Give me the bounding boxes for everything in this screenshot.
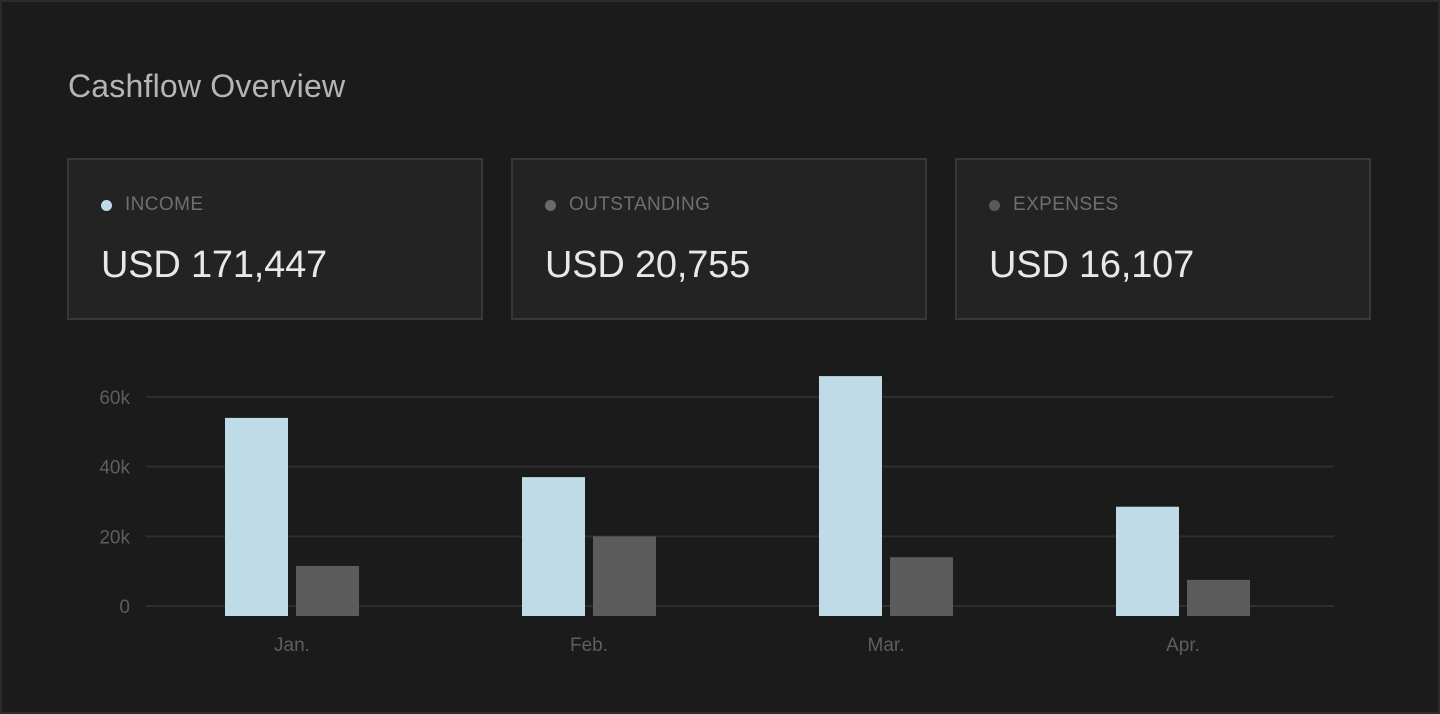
outstanding-card: OUTSTANDING USD 20,755 xyxy=(511,158,927,320)
expenses-dot-icon xyxy=(989,199,1000,211)
cashflow-bar-chart: 0 20k 40k 60k Jan. Feb. Mar. Apr. xyxy=(99,376,1334,656)
expenses-label-text: EXPENSES xyxy=(1013,194,1119,215)
bar xyxy=(1116,506,1179,616)
income-label-text: INCOME xyxy=(125,194,204,215)
bar xyxy=(819,376,882,616)
bar xyxy=(890,557,953,616)
outstanding-value: USD 20,755 xyxy=(545,244,751,286)
bar xyxy=(225,417,288,616)
x-tick-label: Mar. xyxy=(868,635,905,656)
bar xyxy=(1187,579,1250,616)
outstanding-dot-icon xyxy=(545,199,556,211)
bar xyxy=(522,477,585,616)
outstanding-card-label: OUTSTANDING xyxy=(545,194,710,216)
y-tick-label: 20k xyxy=(99,527,130,548)
expenses-card-label: EXPENSES xyxy=(989,194,1119,216)
bar xyxy=(296,565,359,616)
y-tick-label: 60k xyxy=(99,388,130,409)
income-value: USD 171,447 xyxy=(101,244,327,286)
expenses-value: USD 16,107 xyxy=(989,244,1195,286)
page-title: Cashflow Overview xyxy=(68,68,346,104)
income-card-label: INCOME xyxy=(101,194,203,216)
bar xyxy=(593,536,656,616)
income-dot-icon xyxy=(101,199,112,211)
y-tick-label: 40k xyxy=(99,458,130,479)
x-tick-label: Apr. xyxy=(1166,635,1200,656)
income-card: INCOME USD 171,447 xyxy=(67,158,483,320)
x-tick-label: Jan. xyxy=(274,635,310,656)
expenses-card: EXPENSES USD 16,107 xyxy=(955,158,1371,320)
y-tick-label: 0 xyxy=(119,597,130,618)
x-tick-label: Feb. xyxy=(570,635,608,656)
outstanding-label-text: OUTSTANDING xyxy=(569,194,711,215)
